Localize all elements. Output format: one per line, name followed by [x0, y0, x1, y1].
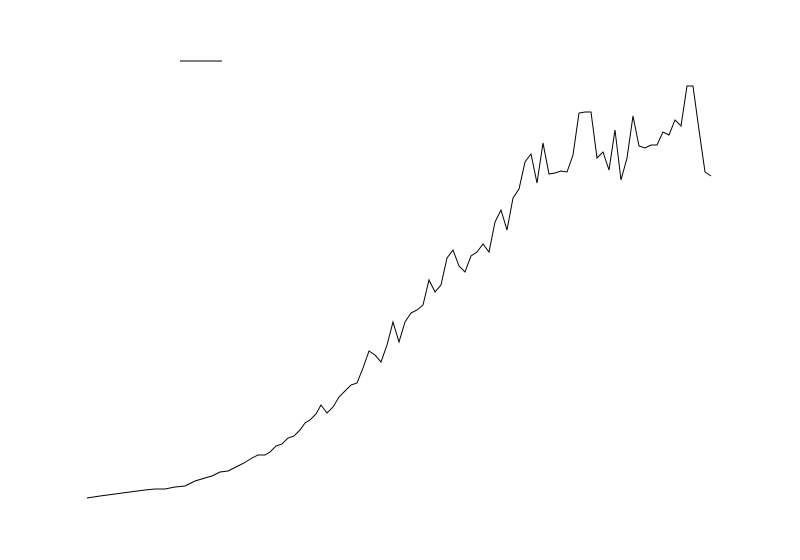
data-line: [86, 85, 712, 499]
